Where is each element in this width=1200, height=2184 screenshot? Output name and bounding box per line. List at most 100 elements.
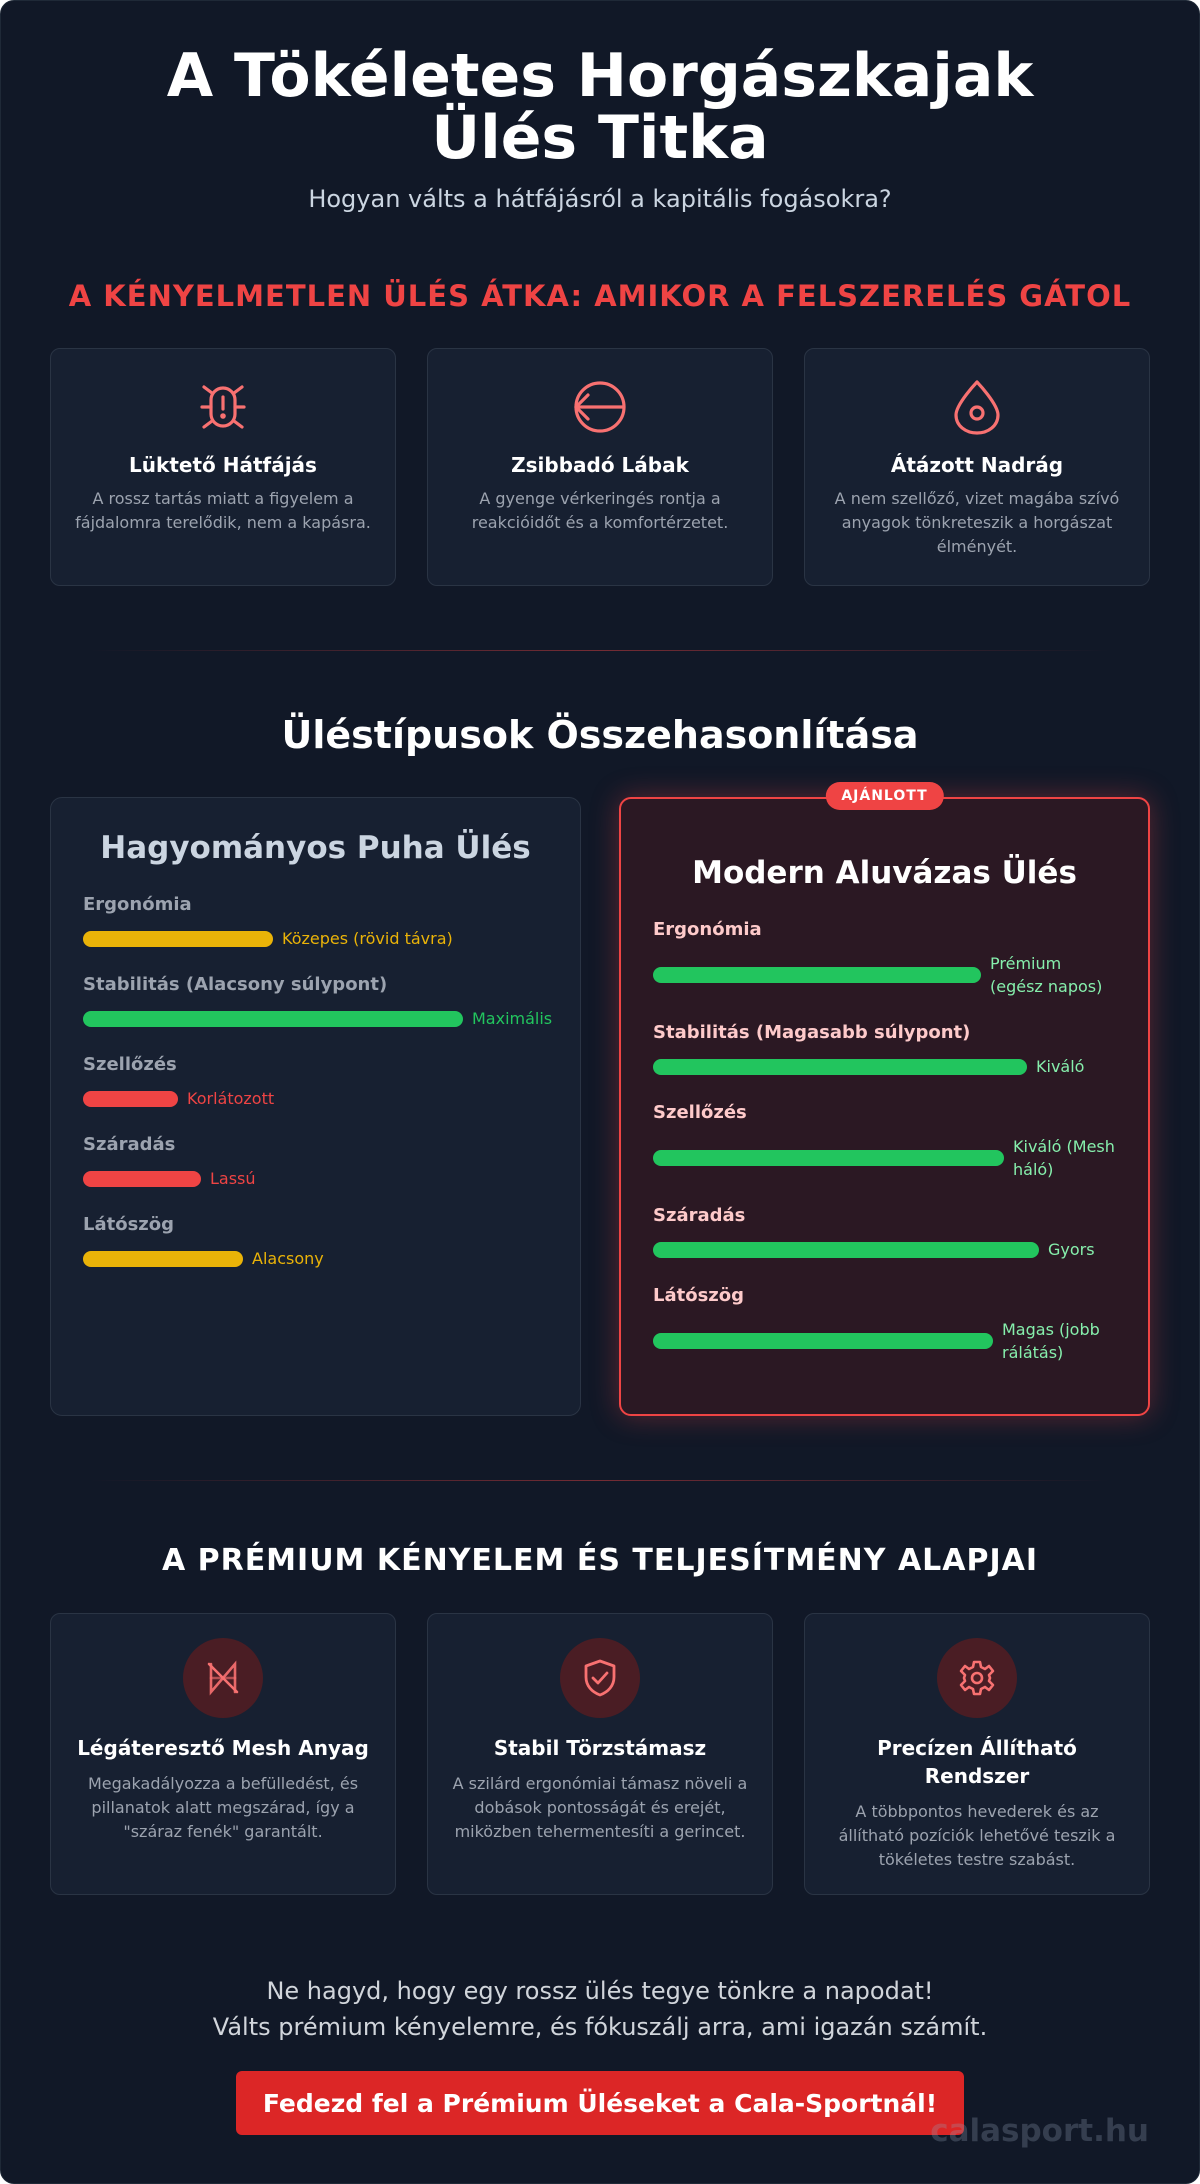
attribute-bar	[653, 1058, 1027, 1075]
attribute-bar	[653, 1241, 1039, 1258]
problem-card-numb-legs: Zsibbadó Lábak A gyenge vérkeringés ront…	[427, 348, 773, 586]
feature-card-support: Stabil Törzstámasz A szilárd ergonómiai …	[427, 1613, 773, 1895]
cta-text: Ne hagyd, hogy egy rossz ülés tegye tönk…	[1, 1973, 1199, 2045]
modern-seat-panel: AJÁNLOTT Modern Aluvázas Ülés Ergonómia P…	[619, 782, 1150, 1416]
section-divider	[90, 650, 1110, 651]
attribute-value: Maximális	[472, 1009, 553, 1028]
features-title: A PRÉMIUM KÉNYELEM ÉS TELJESÍTMÉNY ALAPJ…	[161, 1543, 1039, 1578]
page-subtitle: Hogyan válts a hátfájásról a kapitális f…	[308, 185, 892, 213]
page-title: A Tökéletes Horgászkajak Ülés Titka	[166, 41, 1034, 173]
circle-arrow-left-icon	[450, 379, 750, 435]
attribute-row: Stabilitás (Alacsony súlypont) Maximális	[83, 974, 552, 1030]
attribute-bar	[653, 1150, 1004, 1166]
attribute-value: Gyors	[1048, 1240, 1095, 1259]
feature-cards: Légáteresztő Mesh Anyag Megakadályozza a…	[1, 1613, 1199, 1895]
attribute-row: Ergonómia Prémium (egész napos)	[653, 919, 1116, 998]
feature-title: Stabil Törzstámasz	[493, 1736, 707, 1760]
attribute-bar-row: Prémium (egész napos)	[653, 952, 1116, 998]
traditional-attributes: Ergonómia Közepes (rövid távra) Stabilitás…	[83, 894, 552, 1270]
attribute-row: Szellőzés Korlátozott	[83, 1054, 548, 1110]
feature-icon-wrap	[827, 1638, 1127, 1718]
attribute-row: Látószög Magas (jobb rálátás)	[653, 1285, 1116, 1364]
modern-attributes: Ergonómia Prémium (egész napos) Stabilitás…	[653, 919, 1116, 1364]
attribute-label: Látószög	[653, 1285, 745, 1306]
section-divider	[90, 1480, 1110, 1481]
problem-text: A rossz tartás miatt a figyelem a fájdal…	[75, 489, 371, 532]
problems-title: A KÉNYELMETLEN ÜLÉS ÁTKA: AMIKOR A FELSZ…	[68, 279, 1132, 313]
problem-title: Zsibbadó Lábak	[511, 453, 689, 477]
attribute-bar-row: Korlátozott	[83, 1087, 548, 1110]
gear-icon	[937, 1638, 1017, 1718]
traditional-seat-panel: Hagyományos Puha Ülés Ergonómia Közepes (…	[50, 797, 581, 1416]
attribute-label: Szellőzés	[653, 1102, 747, 1123]
feature-title: Precízen Állítható Rendszer	[877, 1736, 1077, 1788]
comparison-panels: Hagyományos Puha Ülés Ergonómia Közepes (…	[1, 782, 1199, 1416]
attribute-value: Közepes (rövid távra)	[282, 929, 453, 948]
problem-title: Lüktető Hátfájás	[129, 453, 317, 477]
feature-text: A szilárd ergonómiai támasz növeli a dob…	[452, 1774, 748, 1841]
watermark: calasport.hu	[930, 2113, 1149, 2149]
comparison-title: Üléstípusok Összehasonlítása	[281, 713, 919, 757]
attribute-value: Kiváló (Mesh háló)	[1013, 1137, 1115, 1179]
problem-title: Átázott Nadrág	[890, 453, 1064, 477]
feature-text: A többpontos hevederek és az állítható p…	[838, 1802, 1116, 1869]
feature-card-mesh: Légáteresztő Mesh Anyag Megakadályozza a…	[50, 1613, 396, 1895]
attribute-row: Száradás Lassú	[83, 1134, 548, 1190]
attribute-bar-row: Kiváló	[653, 1055, 1116, 1078]
attribute-bar	[83, 1010, 463, 1027]
modern-seat-title: Modern Aluvázas Ülés	[692, 855, 1077, 891]
attribute-row: Stabilitás (Magasabb súlypont) Kiváló	[653, 1022, 1116, 1078]
problem-card-back-pain: Lüktető Hátfájás A rossz tartás miatt a …	[50, 348, 396, 586]
attribute-bar-row: Közepes (rövid távra)	[83, 927, 548, 950]
cta-line-1: Ne hagyd, hogy egy rossz ülés tegye tönk…	[266, 1977, 934, 2005]
attribute-row: Látószög Alacsony	[83, 1214, 548, 1270]
feature-card-adjustable: Precízen Állítható Rendszer A többpontos…	[804, 1613, 1150, 1895]
attribute-bar-row: Maximális	[83, 1007, 552, 1030]
attribute-label: Ergonómia	[83, 894, 192, 915]
attribute-bar	[83, 1090, 178, 1107]
attribute-label: Látószög	[83, 1214, 175, 1235]
attribute-bar-row: Kiváló (Mesh háló)	[653, 1135, 1116, 1181]
attribute-label: Száradás	[83, 1134, 176, 1155]
attribute-bar	[83, 930, 273, 947]
traditional-seat-title: Hagyományos Puha Ülés	[100, 830, 531, 866]
attribute-row: Ergonómia Közepes (rövid távra)	[83, 894, 548, 950]
attribute-bar	[83, 1170, 201, 1187]
mesh-icon	[183, 1638, 263, 1718]
attribute-bar-row: Lassú	[83, 1167, 548, 1190]
cta-button[interactable]: Fedezd fel a Prémium Üléseket a Cala-Spo…	[236, 2071, 964, 2135]
attribute-label: Ergonómia	[653, 919, 762, 940]
attribute-value: Kiváló	[1036, 1057, 1085, 1076]
attribute-label: Szellőzés	[83, 1054, 177, 1075]
attribute-value: Lassú	[210, 1169, 256, 1188]
attribute-row: Szellőzés Kiváló (Mesh háló)	[653, 1102, 1116, 1181]
problem-text: A nem szellőző, vizet magába szívó anyag…	[834, 489, 1120, 556]
water-drop-icon	[827, 379, 1127, 435]
attribute-bar-row: Alacsony	[83, 1247, 548, 1270]
recommended-badge: AJÁNLOTT	[825, 782, 944, 810]
problems-cards: Lüktető Hátfájás A rossz tartás miatt a …	[1, 348, 1199, 586]
cta-line-2: Válts prémium kényelemre, és fókuszálj a…	[212, 2013, 988, 2041]
attribute-value: Magas (jobb rálátás)	[1002, 1320, 1100, 1362]
feature-icon-wrap	[450, 1638, 750, 1718]
attribute-bar	[653, 967, 981, 983]
feature-text: Megakadályozza a befülledést, és pillana…	[87, 1774, 359, 1841]
shield-check-icon	[560, 1638, 640, 1718]
attribute-bar	[83, 1250, 243, 1267]
problem-card-wet-pants: Átázott Nadrág A nem szellőző, vizet mag…	[804, 348, 1150, 586]
feature-title: Légáteresztő Mesh Anyag	[77, 1736, 369, 1760]
attribute-value: Alacsony	[252, 1249, 324, 1268]
feature-icon-wrap	[73, 1638, 373, 1718]
attribute-value: Prémium (egész napos)	[990, 954, 1103, 996]
hero: A Tökéletes Horgászkajak Ülés Titka Hogy…	[1, 1, 1199, 213]
bug-alert-icon	[73, 379, 373, 435]
attribute-label: Stabilitás (Alacsony súlypont)	[83, 974, 388, 995]
attribute-value: Korlátozott	[187, 1089, 275, 1108]
attribute-bar	[653, 1333, 993, 1349]
attribute-bar-row: Magas (jobb rálátás)	[653, 1318, 1116, 1364]
problem-text: A gyenge vérkeringés rontja a reakcióidő…	[471, 489, 729, 532]
attribute-label: Stabilitás (Magasabb súlypont)	[653, 1022, 971, 1043]
attribute-row: Száradás Gyors	[653, 1205, 1116, 1261]
attribute-label: Száradás	[653, 1205, 746, 1226]
